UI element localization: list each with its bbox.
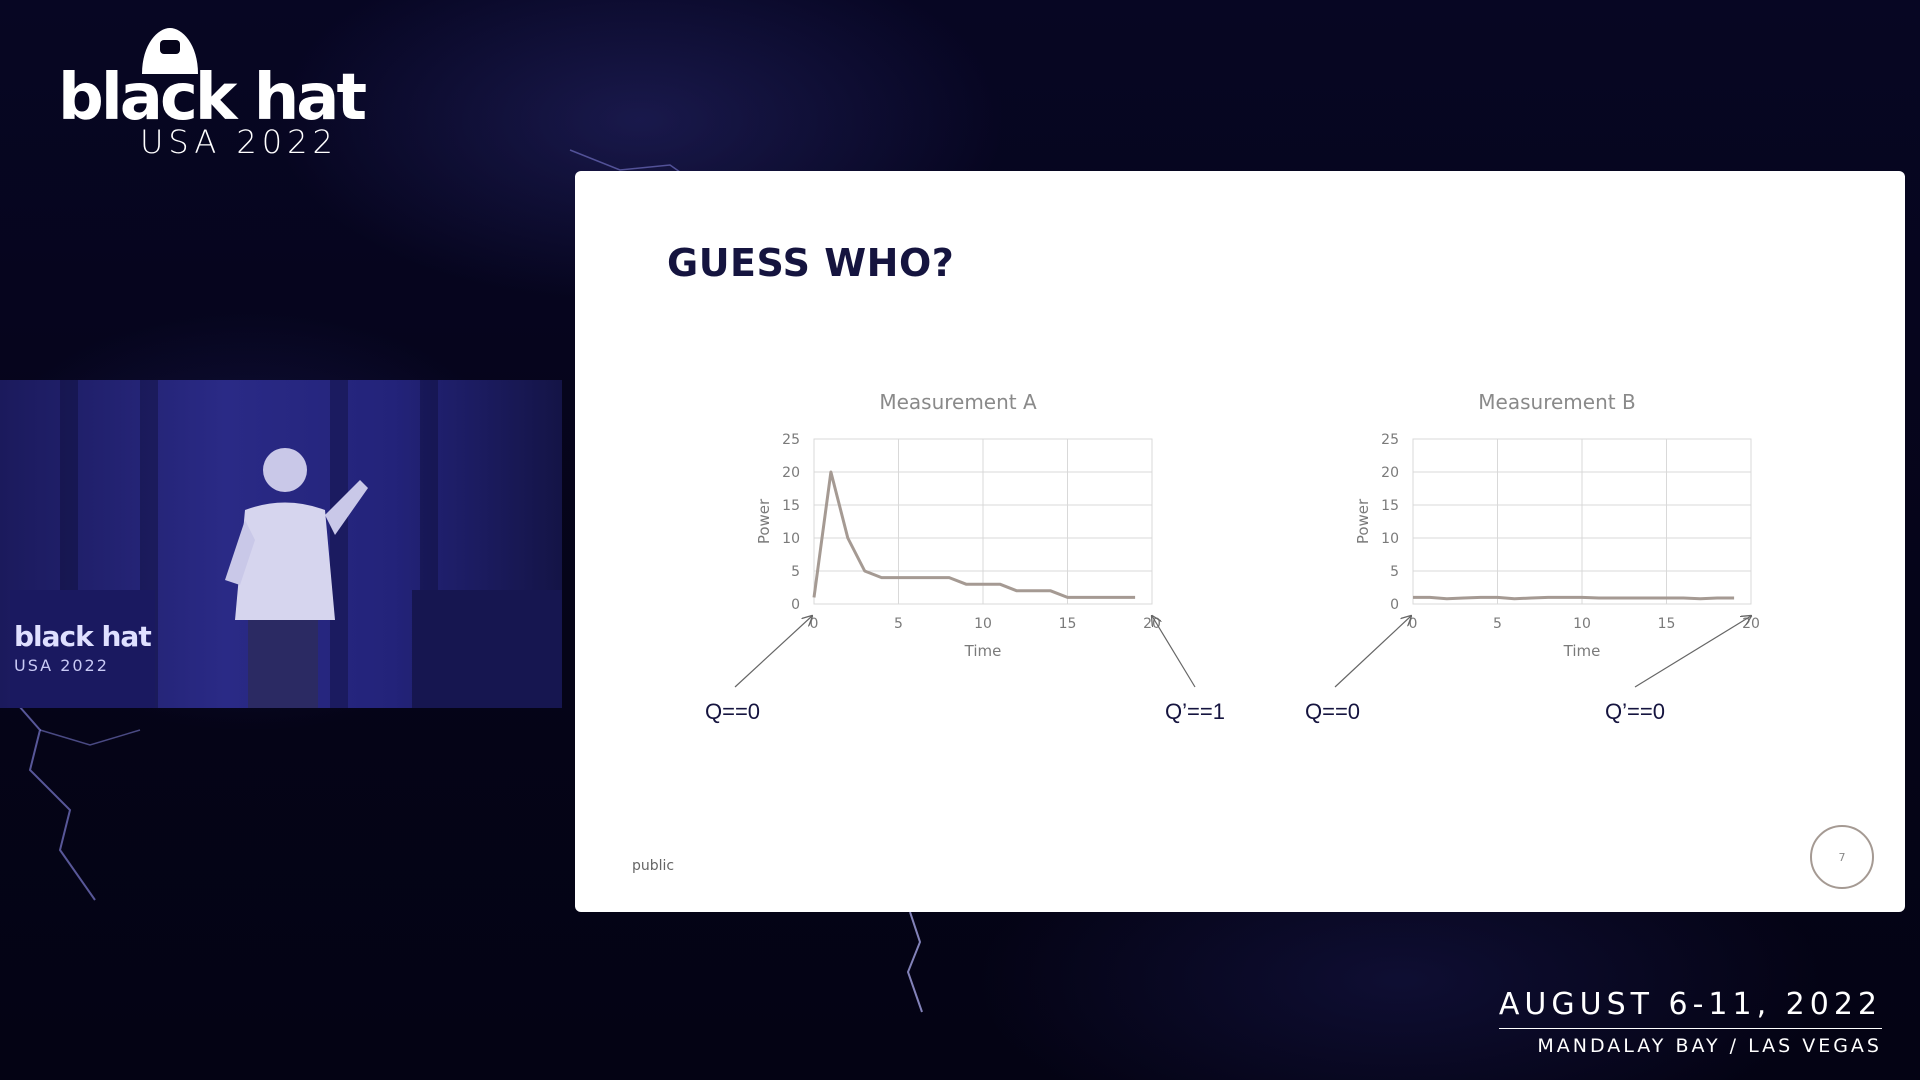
page-number: 7 — [1838, 850, 1846, 864]
stage-logo-word: black hat — [14, 620, 152, 653]
speaker-figure — [225, 448, 368, 708]
y-tick-label: 15 — [782, 498, 800, 514]
y-tick-label: 10 — [1381, 531, 1399, 547]
x-tick-label: 20 — [1742, 616, 1760, 632]
lightning-decoration — [906, 912, 923, 1013]
annotation-label: Q’==1 — [1165, 699, 1225, 724]
series-line — [1413, 595, 1735, 601]
stage-desk — [412, 590, 562, 708]
event-info: AUGUST 6-11, 2022 MANDALAY BAY / LAS VEG… — [1498, 990, 1882, 1057]
event-date: AUGUST 6-11, 2022 — [1498, 990, 1882, 1029]
series-line — [812, 470, 1136, 599]
charts-area: Measurement A 0 5 10 15 20 25 0 5 10 15 20 Time Power… — [705, 390, 1760, 724]
y-tick-label: 20 — [1381, 465, 1399, 481]
y-tick-label: 25 — [782, 432, 800, 448]
x-axis-label: Time — [1563, 642, 1601, 660]
speaker-video: black hat USA 2022 — [0, 380, 562, 708]
y-axis-label: Power — [1354, 498, 1372, 544]
x-tick-label: 0 — [1409, 616, 1418, 632]
page-number-badge: 7 — [1810, 825, 1874, 889]
slide-title: GUESS WHO? — [667, 241, 955, 285]
x-tick-label: 15 — [1658, 616, 1676, 632]
annotation-label: Q==0 — [1305, 699, 1360, 724]
x-tick-label: 10 — [1573, 616, 1591, 632]
y-tick-label: 15 — [1381, 498, 1399, 514]
blackhat-logo: black hat USA 2022 — [58, 26, 388, 161]
y-tick-label: 0 — [1390, 597, 1399, 613]
y-tick-label: 5 — [1390, 564, 1399, 580]
chart-title: Measurement A — [879, 390, 1037, 414]
annotation-arrow — [734, 616, 812, 688]
y-tick-label: 0 — [791, 597, 800, 613]
plot-frame — [1412, 438, 1752, 605]
stage-logo-subtitle: USA 2022 — [14, 656, 109, 675]
x-tick-label: 5 — [1493, 616, 1502, 632]
x-axis-label: Time — [964, 642, 1002, 660]
y-tick-label: 10 — [782, 531, 800, 547]
annotation-label: Q==0 — [705, 699, 760, 724]
y-tick-label: 25 — [1381, 432, 1399, 448]
plot-frame — [813, 438, 1153, 605]
lightning-decoration — [4, 689, 141, 901]
y-tick-label: 5 — [791, 564, 800, 580]
stage-logo: black hat USA 2022 — [10, 590, 155, 708]
logo-word: black hat — [58, 61, 367, 135]
x-tick-label: 0 — [810, 616, 819, 632]
x-tick-label: 20 — [1143, 616, 1161, 632]
x-tick-label: 10 — [974, 616, 992, 632]
slide: GUESS WHO? Measurement A 0 5 10 15 20 25 0 5 10 15… — [575, 171, 1905, 912]
annotation-label: Q’==0 — [1605, 699, 1665, 724]
y-axis-label: Power — [755, 498, 773, 544]
annotation-arrow — [1634, 616, 1751, 688]
footer-label: public — [632, 858, 675, 874]
y-tick-label: 20 — [782, 465, 800, 481]
event-venue: MANDALAY BAY / LAS VEGAS — [1537, 1035, 1882, 1057]
annotation-arrow — [1152, 616, 1196, 688]
logo-subtitle: USA 2022 — [140, 123, 338, 161]
annotation-arrow — [1334, 616, 1411, 688]
x-tick-label: 5 — [894, 616, 903, 632]
chart-title: Measurement B — [1478, 390, 1635, 414]
hat-icon — [142, 28, 198, 74]
x-tick-label: 15 — [1059, 616, 1077, 632]
